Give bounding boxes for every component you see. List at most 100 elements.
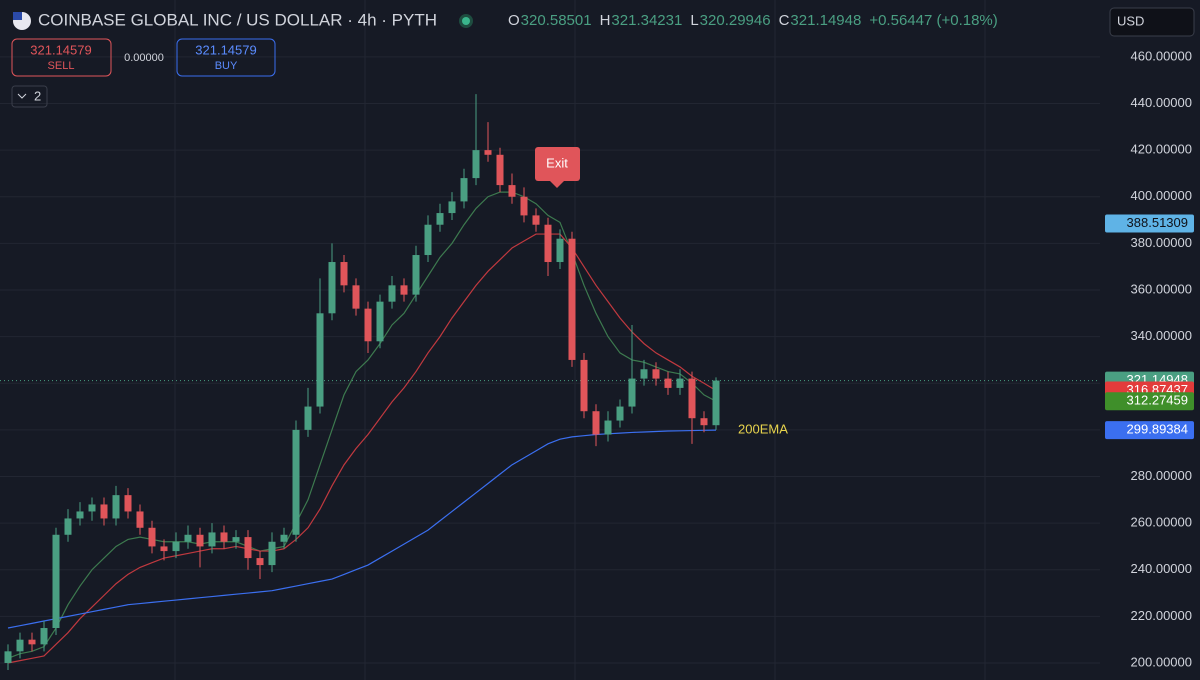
symbol-title: COINBASE GLOBAL INC / US DOLLAR · 4h · P…	[38, 10, 437, 29]
candle-body	[364, 308, 372, 342]
candle-body	[256, 558, 264, 566]
candle-body	[424, 224, 432, 256]
candle-body	[376, 301, 384, 342]
candle-body	[580, 359, 588, 412]
indicators-toggle[interactable]	[11, 85, 48, 108]
candle-body	[700, 418, 708, 426]
candle-body	[16, 639, 24, 652]
candle-body	[628, 378, 636, 407]
candle-body	[208, 532, 216, 547]
y-tick-label: 260.00000	[1131, 515, 1192, 530]
price-label-box	[1105, 421, 1194, 440]
candle-body	[496, 154, 504, 186]
price-axis: 200.00000 220.00000 240.00000 260.00000 280.…	[1100, 0, 1200, 680]
candle-body	[544, 224, 552, 263]
candle-body	[76, 511, 84, 519]
candle-body	[556, 238, 564, 263]
candle-body	[280, 534, 288, 542]
candle-body	[592, 411, 600, 435]
y-tick-label: 340.00000	[1131, 328, 1192, 343]
legend-value: 320.29946	[700, 12, 771, 29]
candle-body	[484, 150, 492, 155]
y-tick-label: 280.00000	[1131, 468, 1192, 483]
candle-body	[532, 215, 540, 225]
candle-body	[52, 534, 60, 629]
legend-value: 321.34231	[611, 12, 682, 29]
candle-body	[604, 420, 612, 435]
candle-body	[448, 201, 456, 214]
ema-line	[7, 233, 717, 664]
candle-body	[340, 262, 348, 286]
sell-button[interactable]	[11, 38, 112, 77]
legend-change: +0.56447 (+0.18%)	[869, 12, 997, 29]
candle-body	[220, 532, 228, 542]
candle-body	[244, 537, 252, 559]
candle-body	[148, 527, 156, 547]
sell-label[interactable]: SELL	[48, 60, 75, 72]
chevron-icon[interactable]	[17, 93, 27, 99]
candle-body	[460, 178, 468, 202]
legend-prefix: H	[600, 12, 611, 29]
candle-body	[28, 639, 36, 645]
candle-body	[388, 285, 396, 302]
candle-body	[4, 651, 12, 663]
candle-body	[412, 255, 420, 295]
candle-body	[568, 238, 576, 360]
candle-body	[304, 406, 312, 430]
buy-label[interactable]: BUY	[215, 60, 238, 72]
candle-body	[112, 495, 120, 519]
spread: 0.00000	[124, 52, 164, 64]
status-dot	[462, 17, 470, 25]
legend-prefix: O	[508, 12, 520, 29]
ema-line	[7, 191, 717, 659]
candle-body	[520, 196, 528, 216]
candle-body	[316, 313, 324, 407]
exit-marker-pointer	[550, 181, 564, 188]
candle-body	[232, 537, 240, 542]
ema-label: 200EMA	[738, 422, 788, 437]
y-tick-label: 460.00000	[1131, 48, 1192, 63]
flag-icon-canton	[13, 12, 22, 20]
candle-body	[676, 378, 684, 388]
candle-body	[352, 285, 360, 309]
candle-body	[400, 285, 408, 295]
ohlc-legend: O 320.58501 H 321.34231 L 320.29946 C 321.14948…	[508, 12, 998, 29]
axis-bg	[1100, 0, 1200, 680]
sell-price[interactable]: 321.14579	[30, 42, 91, 57]
candle-body	[508, 185, 516, 197]
candle-body	[40, 628, 48, 645]
legend-prefix: L	[690, 12, 698, 29]
y-tick-label: 240.00000	[1131, 561, 1192, 576]
currency-label[interactable]: USD	[1117, 13, 1144, 28]
y-tick-label: 440.00000	[1131, 95, 1192, 110]
price-label: 388.51309	[1127, 215, 1188, 230]
candle-body	[436, 213, 444, 225]
candle-body	[64, 518, 72, 535]
candle-body	[712, 380, 720, 426]
candle-body	[652, 369, 660, 379]
y-tick-label: 400.00000	[1131, 188, 1192, 203]
y-tick-label: 220.00000	[1131, 608, 1192, 623]
y-tick-label: 380.00000	[1131, 235, 1192, 250]
candle-body	[292, 429, 300, 535]
legend-value: 320.58501	[521, 12, 592, 29]
currency-button[interactable]	[1109, 7, 1195, 37]
candle-body	[124, 495, 132, 512]
candle-body	[664, 378, 672, 388]
candle-body	[184, 534, 192, 542]
indicator-lines: 200EMA	[7, 191, 788, 664]
indicator-count[interactable]: 2	[34, 88, 41, 103]
candle-body	[640, 369, 648, 379]
candle-body	[196, 534, 204, 547]
exit-label: Exit	[546, 155, 568, 170]
candle-body	[136, 511, 144, 528]
candle-body	[160, 546, 168, 552]
buy-button[interactable]	[176, 38, 276, 77]
candles	[4, 94, 720, 670]
price-label-box	[1105, 392, 1194, 411]
buy-price[interactable]: 321.14579	[195, 42, 256, 57]
y-tick-label: 200.00000	[1131, 654, 1192, 669]
price-label: 299.89384	[1127, 422, 1188, 437]
price-label-box	[1105, 214, 1194, 233]
